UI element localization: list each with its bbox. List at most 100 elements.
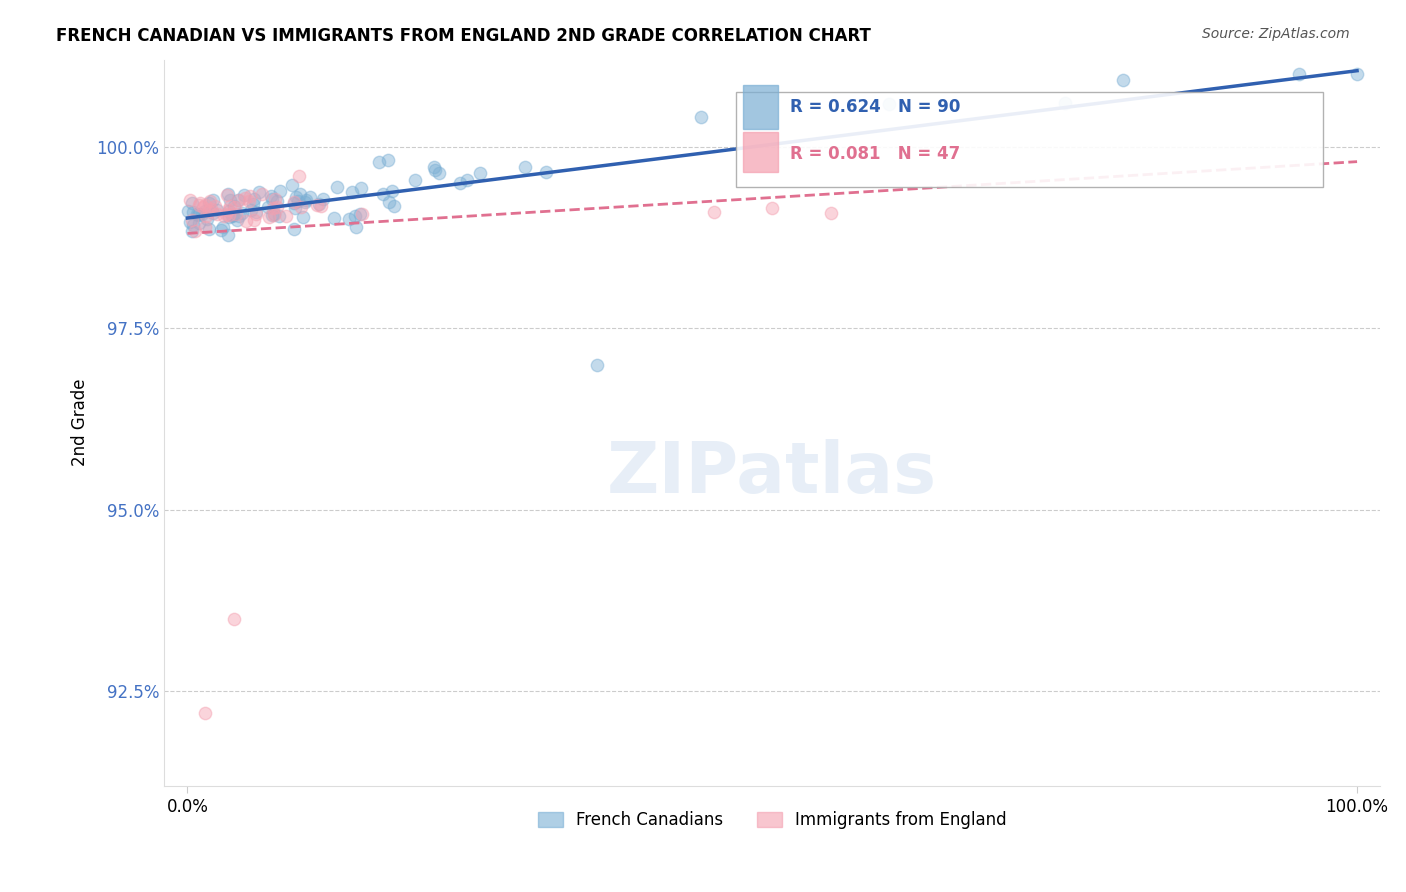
Point [245,205,267,219]
Point [194,197,217,211]
Point [377,195,399,210]
Point [343,209,366,223]
Point [377,153,399,168]
Point [197,222,219,236]
Point [233,188,256,202]
Point [262,201,284,215]
Point [294,194,316,209]
Point [179,193,201,207]
Text: R = 0.624   N = 90: R = 0.624 N = 90 [790,98,960,116]
Point [217,187,239,202]
Point [218,204,240,219]
Point [283,196,305,211]
Point [1053,95,1076,110]
Bar [742,132,778,172]
Point [224,612,246,626]
Point [281,178,304,192]
Point [349,207,371,221]
Point [352,207,374,221]
Point [468,166,491,180]
Point [225,207,247,221]
Point [422,161,444,175]
Point [284,201,307,215]
Point [198,196,221,211]
Point [260,189,283,203]
Point [266,194,288,209]
Point [247,185,270,199]
FancyBboxPatch shape [735,92,1323,186]
Point [820,205,842,219]
Point [288,186,311,201]
Point [177,204,200,219]
Point [195,211,218,226]
Point [1346,67,1368,81]
Point [263,192,285,206]
Point [194,204,217,219]
Point [202,206,225,220]
Point [212,220,235,235]
Point [179,214,201,228]
Y-axis label: 2nd Grade: 2nd Grade [72,379,89,467]
Point [404,173,426,187]
Text: R = 0.081   N = 47: R = 0.081 N = 47 [790,145,960,163]
Point [276,209,298,223]
Point [250,186,273,201]
Point [219,193,242,207]
Point [193,201,215,215]
Point [218,210,240,224]
Point [585,358,607,372]
Point [198,194,221,208]
Point [219,199,242,213]
Point [222,208,245,222]
Point [291,210,314,224]
Point [761,201,783,215]
Point [187,216,209,230]
Point [257,210,280,224]
Point [181,224,204,238]
Point [513,160,536,174]
Point [205,203,228,218]
Point [877,96,900,111]
Point [307,197,329,211]
Point [224,200,246,214]
Point [373,187,395,202]
Point [181,196,204,211]
Point [181,205,204,219]
Point [239,188,262,202]
Point [242,196,264,211]
Point [180,213,202,227]
Point [215,207,238,221]
Point [425,163,447,178]
Point [326,179,349,194]
Point [245,207,267,221]
Point [233,191,256,205]
Point [188,196,211,211]
Point [449,176,471,190]
Point [263,208,285,222]
Point [299,190,322,204]
Point [257,201,280,215]
Point [231,205,253,219]
Text: Source: ZipAtlas.com: Source: ZipAtlas.com [1202,27,1350,41]
Point [427,166,450,180]
Point [239,203,262,218]
Point [323,211,346,226]
Point [382,199,405,213]
Point [190,207,212,221]
Point [287,194,309,209]
Point [200,202,222,216]
Point [217,228,239,243]
Bar [742,85,778,128]
Point [217,202,239,217]
Point [312,192,335,206]
Point [194,209,217,223]
Point [260,208,283,222]
Point [287,169,309,184]
Point [187,207,209,221]
Text: FRENCH CANADIAN VS IMMIGRANTS FROM ENGLAND 2ND GRADE CORRELATION CHART: FRENCH CANADIAN VS IMMIGRANTS FROM ENGLA… [56,27,872,45]
Point [243,193,266,207]
Point [183,224,205,238]
Point [267,209,290,223]
Point [283,222,305,236]
Point [381,184,404,198]
